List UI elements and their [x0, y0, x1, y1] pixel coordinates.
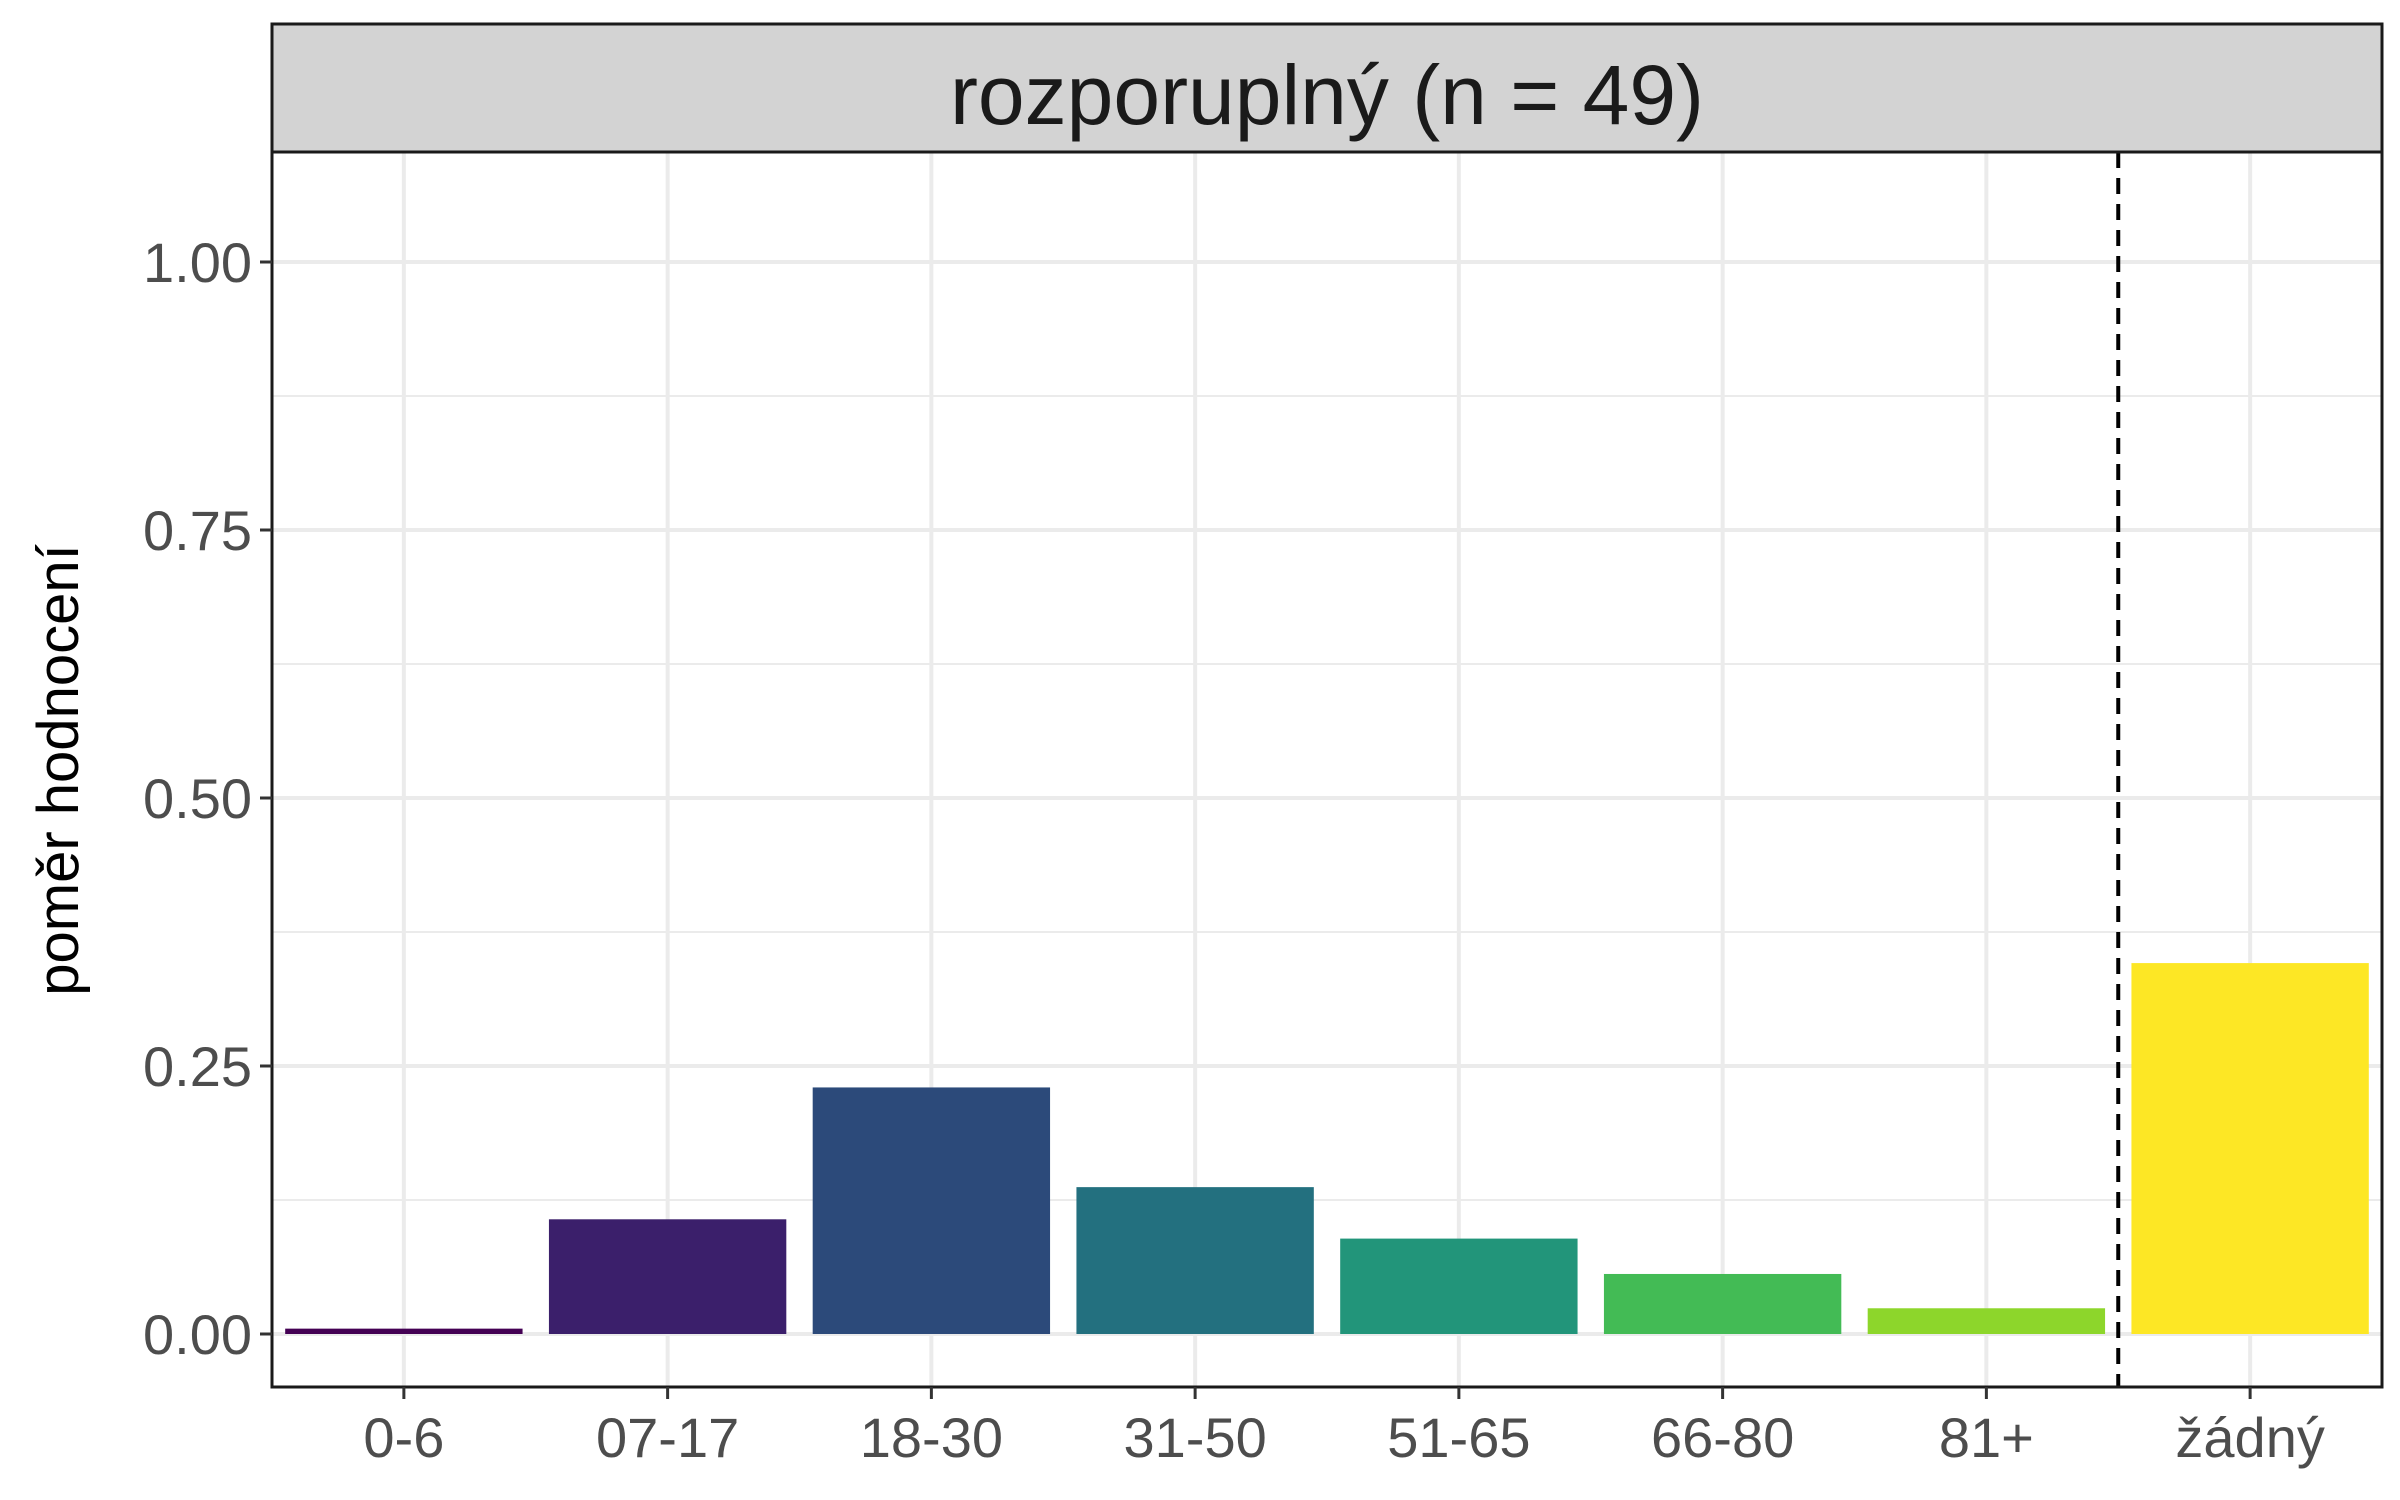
y-tick-label-4: 1.00 [143, 231, 252, 294]
plot-panel [272, 152, 2382, 1387]
plot-panel-border [270, 150, 2384, 1389]
y-tick-label-1: 0.25 [143, 1035, 252, 1098]
x-tick-label-3: 31-50 [1124, 1406, 1267, 1469]
bars [285, 963, 2369, 1334]
bar-žádný [2131, 963, 2369, 1334]
bar-66-80 [1603, 1273, 1842, 1334]
x-tick-label-1: 07-17 [596, 1406, 739, 1469]
x-axis: 0-6 07-17 18-30 31-50 51-65 66-80 81+ žádný [363, 1387, 2325, 1469]
x-tick-label-4: 51-65 [1387, 1406, 1530, 1469]
bar-31-50 [1076, 1187, 1314, 1334]
y-tick-label-2: 0.50 [143, 767, 252, 830]
facet-strip-title: rozporuplný (n = 49) [950, 48, 1704, 142]
bar-07-17 [548, 1219, 787, 1334]
y-tick-label-3: 0.75 [143, 499, 252, 562]
x-tick-label-2: 18-30 [860, 1406, 1003, 1469]
x-tick-label-7: žádný [2175, 1406, 2324, 1469]
bar-81+ [1867, 1308, 2106, 1334]
grid-lines [272, 152, 2382, 1387]
facet-strip [270, 22, 2384, 154]
x-tick-label-6: 81+ [1939, 1406, 2034, 1469]
bar-0-6 [285, 1328, 523, 1334]
y-axis-title: poměr hodnocení [26, 544, 91, 995]
y-axis: 0.00 0.25 0.50 0.75 1.00 [143, 231, 272, 1366]
x-tick-label-0: 0-6 [363, 1406, 444, 1469]
bar-18-30 [812, 1087, 1051, 1334]
x-tick-label-5: 66-80 [1651, 1406, 1794, 1469]
bar-51-65 [1340, 1238, 1578, 1334]
y-tick-label-0: 0.00 [143, 1303, 252, 1366]
